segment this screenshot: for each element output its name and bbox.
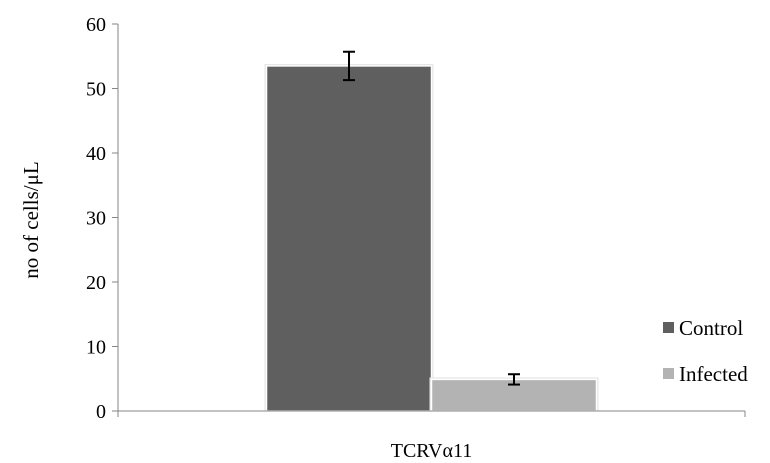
y-tick-label: 10 [86,337,106,359]
legend-swatch-control [663,322,674,333]
x-axis-ticks: TCRVα11 [117,411,746,462]
bars [264,63,599,412]
y-tick-label: 50 [86,79,106,101]
y-tick-label: 30 [86,208,106,230]
y-tick-label: 20 [86,272,106,294]
legend-label-infected: Infected [679,362,748,386]
legend: Control Infected [663,316,748,386]
y-axis-title: no of cells/μL [19,161,43,278]
y-tick-label: 40 [86,143,106,165]
bar-infected [430,378,598,412]
error-bars [343,50,520,386]
legend-label-control: Control [679,316,743,340]
y-axis-ticks: 0 10 20 30 40 50 60 [86,14,118,423]
bar-control [265,65,433,412]
legend-swatch-infected [663,368,674,379]
x-tick-label: TCRVα11 [391,440,472,462]
y-tick-label: 0 [96,401,106,423]
y-tick-label: 60 [86,14,106,36]
